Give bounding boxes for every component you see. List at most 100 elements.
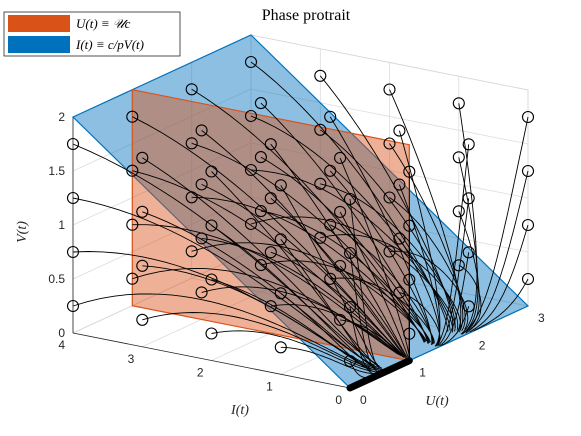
trajectory-line [270,143,407,357]
initial-condition-marker [195,124,208,137]
y-axis-line [72,332,351,389]
trajectory-line [389,143,464,333]
trajectory-line [72,197,375,366]
initial-condition-marker [383,245,396,258]
initial-condition-marker [185,191,198,204]
trajectory-line [211,330,374,372]
trajectory-line [132,170,401,355]
trajectory-line [132,224,400,355]
trajectory-line [398,130,441,347]
initial-condition-marker [66,191,80,205]
initial-condition-marker [324,164,337,177]
initial-condition-marker [403,165,416,178]
initial-condition-marker [403,273,416,286]
initial-condition-marker [403,219,416,232]
z-tick-label: 1 [58,218,65,232]
trajectory-line [260,210,430,343]
z-tick-label: 0.5 [48,272,65,286]
y-tick-label: 4 [58,338,65,352]
trajectory-line [72,251,373,367]
initial-condition-marker [66,245,80,259]
trajectory-line [458,157,479,334]
trajectory-line [320,183,459,331]
legend: U(t) ≡ 𝒰c I(t) ≡ c/pV(t) [3,11,181,57]
initial-condition-marker [66,137,80,151]
trajectory-line [319,75,454,333]
initial-condition-marker [393,286,406,299]
z-axis-label: V(t) [15,221,30,243]
initial-condition-marker [314,123,327,136]
initial-condition-marker [334,259,347,272]
initial-condition-marker [195,178,208,191]
initial-condition-marker [521,272,535,286]
trajectory-line [142,265,375,369]
trajectory-line [72,293,370,368]
initial-condition-marker [244,109,258,123]
initial-markers-group [66,55,535,392]
initial-condition-marker [403,327,416,340]
initial-condition-marker [343,246,357,260]
initial-condition-marker [334,205,347,218]
trajectory-line [389,197,466,332]
initial-condition-marker [452,205,465,218]
initial-condition-marker [383,83,396,96]
initial-condition-marker [126,164,139,177]
initial-condition-marker [343,354,357,368]
initial-condition-marker [314,177,327,190]
legend-label-u-plane: U(t) ≡ 𝒰c [76,16,131,31]
legend-swatch-i-plane [8,36,70,53]
initial-condition-marker [264,138,277,151]
initial-condition-marker [205,219,218,232]
trajectory-line [329,170,433,345]
initial-condition-marker [195,286,208,299]
initial-condition-marker [205,273,218,286]
trajectory-line [330,277,435,344]
initial-condition-marker [452,151,465,164]
initial-condition-marker [462,192,475,205]
chart-title: Phase protrait [262,7,351,24]
trajectory-line [389,89,462,334]
initial-condition-marker [136,151,149,164]
initial-condition-marker [136,205,149,218]
initial-condition-marker [185,245,198,258]
trajectory-line [260,102,429,344]
initial-condition-marker [205,327,218,340]
initial-condition-marker [462,138,475,151]
x-axis-label: U(t) [425,394,449,409]
y-axis-label: I(t) [230,403,249,418]
y-tick-label: 0 [335,393,342,407]
initial-condition-marker [185,137,198,150]
initial-condition-marker [254,205,267,218]
initial-condition-marker [383,137,396,150]
initial-condition-marker [264,300,277,313]
trajectory-line [250,61,449,332]
initial-condition-marker [254,151,267,164]
initial-condition-marker [126,272,139,285]
y-tick-label: 3 [128,352,135,366]
initial-condition-marker [274,233,287,246]
initial-condition-marker [383,191,396,204]
trajectory-line [458,264,482,331]
trajectory-line [473,278,529,332]
initial-condition-marker [314,231,327,244]
y-tick-label: 1 [266,379,273,393]
initial-condition-marker [185,83,198,96]
initial-condition-marker [254,97,267,110]
initial-condition-marker [324,272,337,285]
initial-condition-marker [244,55,258,69]
initial-condition-marker [254,259,267,272]
trajectory-line [132,267,399,355]
initial-condition-marker [334,151,347,164]
initial-condition-marker [274,287,287,300]
trajectory-line [270,304,405,358]
initial-condition-marker [264,246,277,259]
trajectory-line [458,211,480,333]
initial-condition-marker [244,163,258,177]
initial-condition-marker [393,178,406,191]
z-tick-label: 1.5 [48,164,65,178]
trajectory-line [201,130,405,356]
initial-condition-marker [393,232,406,245]
trajectory-line [320,234,461,329]
